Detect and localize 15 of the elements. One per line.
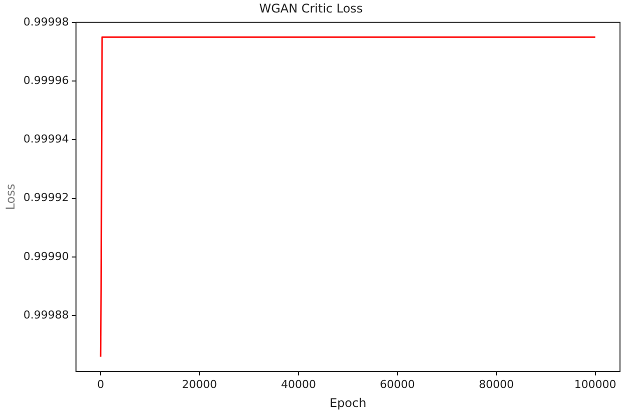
x-tick-label: 60000: [380, 378, 415, 391]
y-tick-label: 0.99990: [23, 250, 69, 263]
y-axis-title: Loss: [3, 184, 18, 210]
x-tick-label: 40000: [280, 378, 316, 391]
y-tick-label: 0.99992: [23, 191, 69, 204]
chart-title: WGAN Critic Loss: [259, 1, 363, 16]
y-tick-label: 0.99994: [23, 132, 69, 146]
y-tick-label: 0.99996: [23, 74, 69, 87]
x-tick-label: 80000: [478, 378, 514, 391]
x-tick-label: 20000: [182, 378, 218, 391]
x-tick-label: 100000: [574, 378, 616, 391]
y-tick-label: 0.99988: [23, 308, 69, 322]
x-tick-label: 0: [97, 378, 104, 391]
y-tick-label: 0.99998: [23, 15, 69, 28]
x-axis-title: Epoch: [330, 396, 366, 410]
